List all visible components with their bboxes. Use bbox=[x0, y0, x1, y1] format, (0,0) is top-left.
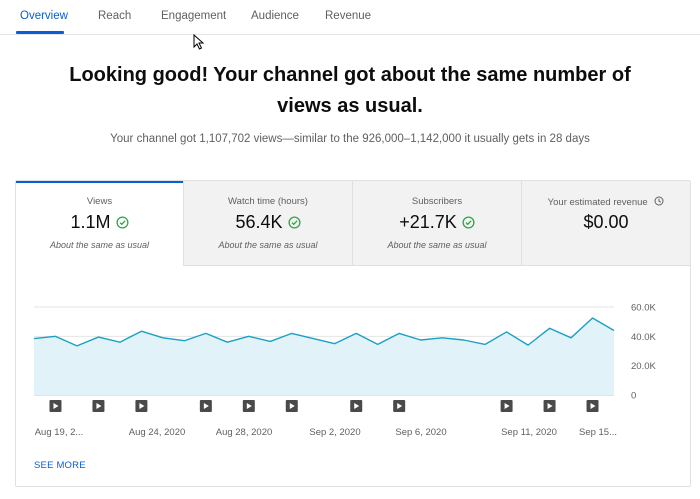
metric-subscribers[interactable]: Subscribers +21.7K About the same as usu… bbox=[353, 181, 522, 266]
metric-value: 1.1M bbox=[70, 212, 111, 232]
check-circle-icon bbox=[462, 216, 475, 229]
play-icon[interactable] bbox=[586, 400, 599, 412]
metric-value: +21.7K bbox=[399, 212, 457, 232]
metric-note: About the same as usual bbox=[49, 240, 150, 250]
metric-title: Views bbox=[86, 196, 113, 207]
play-icon[interactable] bbox=[350, 400, 363, 412]
metric-value-row: $0.00 bbox=[522, 212, 690, 233]
tab-audience[interactable]: Audience bbox=[251, 10, 299, 22]
insight-headline: Looking good! Your channel got about the… bbox=[69, 64, 631, 117]
x-tick-label: Aug 19, 2... bbox=[35, 427, 84, 438]
clock-icon bbox=[654, 196, 664, 206]
overview-card: Views 1.1M About the same as usual Watch… bbox=[15, 180, 691, 487]
metric-value: $0.00 bbox=[583, 212, 629, 232]
x-tick-label: Sep 2, 2020 bbox=[309, 427, 360, 438]
tab-reach[interactable]: Reach bbox=[98, 10, 132, 22]
metric-watch-time[interactable]: Watch time (hours) 56.4K About the same … bbox=[184, 181, 353, 266]
series-line bbox=[33, 317, 615, 347]
x-tick-label: Sep 11, 2020 bbox=[501, 427, 557, 438]
x-tick-label: Aug 28, 2020 bbox=[216, 427, 273, 438]
analytics-tab-bar: Overview Reach Engagement Audience Reven… bbox=[0, 0, 700, 35]
play-icon[interactable] bbox=[543, 400, 556, 412]
check-circle-icon bbox=[287, 216, 301, 229]
play-icon[interactable] bbox=[285, 400, 298, 412]
play-icon[interactable] bbox=[49, 400, 62, 412]
see-more-link[interactable]: SEE MORE bbox=[34, 460, 86, 471]
active-tab-indicator bbox=[16, 31, 64, 34]
play-icon[interactable] bbox=[242, 400, 255, 412]
tab-overview[interactable]: Overview bbox=[20, 10, 68, 22]
active-metric-indicator bbox=[16, 181, 183, 183]
y-tick-label: 60.0K bbox=[631, 303, 656, 314]
mouse-pointer-icon bbox=[193, 34, 205, 50]
play-icon[interactable] bbox=[92, 400, 105, 412]
metric-title: Subscribers bbox=[411, 196, 463, 207]
metric-value-row: 1.1M bbox=[16, 212, 183, 233]
tab-revenue[interactable]: Revenue bbox=[325, 10, 372, 22]
metric-value-row: 56.4K bbox=[184, 212, 352, 233]
metric-value-row: +21.7K bbox=[353, 212, 521, 233]
metric-note: About the same as usual bbox=[218, 240, 318, 250]
series-area bbox=[34, 318, 614, 395]
metric-estimated-revenue[interactable]: Your estimated revenue $0.00 bbox=[522, 181, 690, 266]
tab-engagement[interactable]: Engagement bbox=[161, 10, 227, 22]
metric-value: 56.4K bbox=[235, 212, 283, 232]
play-icon[interactable] bbox=[500, 400, 513, 412]
check-circle-icon bbox=[115, 216, 129, 229]
y-tick-label: 0 bbox=[631, 391, 636, 402]
metric-title-text: Your estimated revenue bbox=[547, 197, 648, 208]
x-tick-label: Aug 24, 2020 bbox=[129, 427, 186, 438]
metric-note: About the same as usual bbox=[387, 240, 487, 250]
metric-views[interactable]: Views 1.1M About the same as usual bbox=[16, 181, 184, 266]
insight-subline: Your channel got 1,107,702 views—similar… bbox=[110, 133, 590, 145]
x-tick-label: Sep 15... bbox=[579, 427, 617, 438]
views-chart: 60.0K 40.0K 20.0K 0 Aug 19, 2... Aug 24, 2020… bbox=[33, 303, 656, 438]
play-icon[interactable] bbox=[135, 400, 148, 412]
y-tick-label: 20.0K bbox=[631, 361, 656, 372]
metric-title: Watch time (hours) bbox=[228, 196, 308, 207]
play-icon[interactable] bbox=[393, 400, 406, 412]
metric-title: Your estimated revenue bbox=[522, 196, 690, 208]
x-tick-label: Sep 6, 2020 bbox=[395, 427, 446, 438]
play-icon[interactable] bbox=[199, 400, 212, 412]
y-tick-label: 40.0K bbox=[631, 332, 656, 343]
